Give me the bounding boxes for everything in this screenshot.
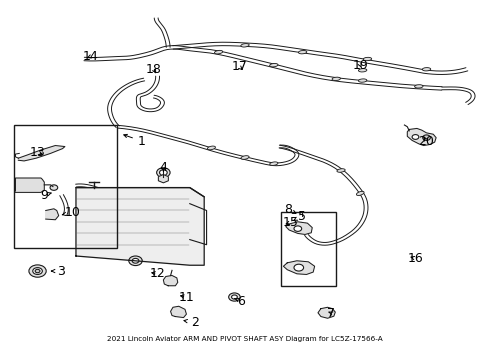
Polygon shape (46, 209, 59, 220)
Circle shape (229, 293, 240, 301)
Text: 2: 2 (184, 316, 198, 329)
Circle shape (29, 265, 46, 277)
Ellipse shape (332, 77, 341, 81)
Ellipse shape (337, 169, 345, 172)
Polygon shape (158, 175, 169, 183)
Text: 2021 Lincoln Aviator ARM AND PIVOT SHAFT ASY Diagram for LC5Z-17566-A: 2021 Lincoln Aviator ARM AND PIVOT SHAFT… (107, 337, 383, 342)
Ellipse shape (422, 68, 431, 71)
Circle shape (412, 135, 419, 139)
Text: 9: 9 (40, 189, 51, 202)
Ellipse shape (270, 63, 278, 67)
Circle shape (423, 135, 430, 140)
Text: 5: 5 (294, 210, 306, 223)
Ellipse shape (270, 162, 278, 166)
Text: 15: 15 (283, 216, 298, 229)
Text: 16: 16 (408, 252, 423, 265)
Text: 7: 7 (327, 307, 336, 320)
Ellipse shape (215, 50, 223, 54)
Ellipse shape (359, 69, 367, 72)
Text: 18: 18 (146, 63, 162, 76)
Text: 1: 1 (124, 134, 146, 148)
Bar (14, 125, 117, 248)
Circle shape (294, 226, 302, 231)
Text: 11: 11 (178, 291, 195, 303)
Ellipse shape (298, 50, 307, 54)
Text: 8: 8 (284, 203, 296, 216)
Text: 6: 6 (234, 294, 245, 308)
Polygon shape (318, 307, 335, 318)
Text: 19: 19 (352, 59, 368, 72)
Circle shape (294, 264, 304, 271)
Ellipse shape (207, 146, 216, 150)
Text: 13: 13 (30, 146, 46, 159)
Text: 10: 10 (62, 206, 81, 219)
Text: 20: 20 (418, 135, 435, 148)
Text: 14: 14 (82, 50, 98, 63)
Polygon shape (18, 145, 65, 161)
Ellipse shape (415, 85, 423, 88)
Text: 4: 4 (159, 161, 167, 174)
Polygon shape (171, 306, 186, 318)
Polygon shape (407, 129, 436, 145)
Circle shape (50, 185, 58, 190)
Text: 3: 3 (51, 265, 65, 278)
Circle shape (129, 256, 142, 266)
Polygon shape (16, 178, 44, 192)
Polygon shape (163, 275, 178, 286)
Bar (281, 212, 336, 286)
Polygon shape (76, 188, 204, 265)
Circle shape (35, 269, 40, 273)
Ellipse shape (241, 44, 249, 47)
Polygon shape (286, 222, 312, 234)
Text: 17: 17 (231, 60, 247, 73)
Circle shape (132, 258, 139, 263)
Circle shape (48, 212, 56, 218)
Ellipse shape (241, 156, 249, 159)
Circle shape (33, 267, 42, 274)
Text: 12: 12 (150, 267, 166, 280)
Circle shape (30, 184, 40, 191)
Circle shape (232, 295, 237, 299)
Ellipse shape (359, 79, 367, 82)
Ellipse shape (356, 191, 364, 195)
Ellipse shape (363, 57, 371, 61)
Polygon shape (283, 261, 315, 274)
Circle shape (157, 168, 170, 177)
Circle shape (160, 170, 167, 175)
